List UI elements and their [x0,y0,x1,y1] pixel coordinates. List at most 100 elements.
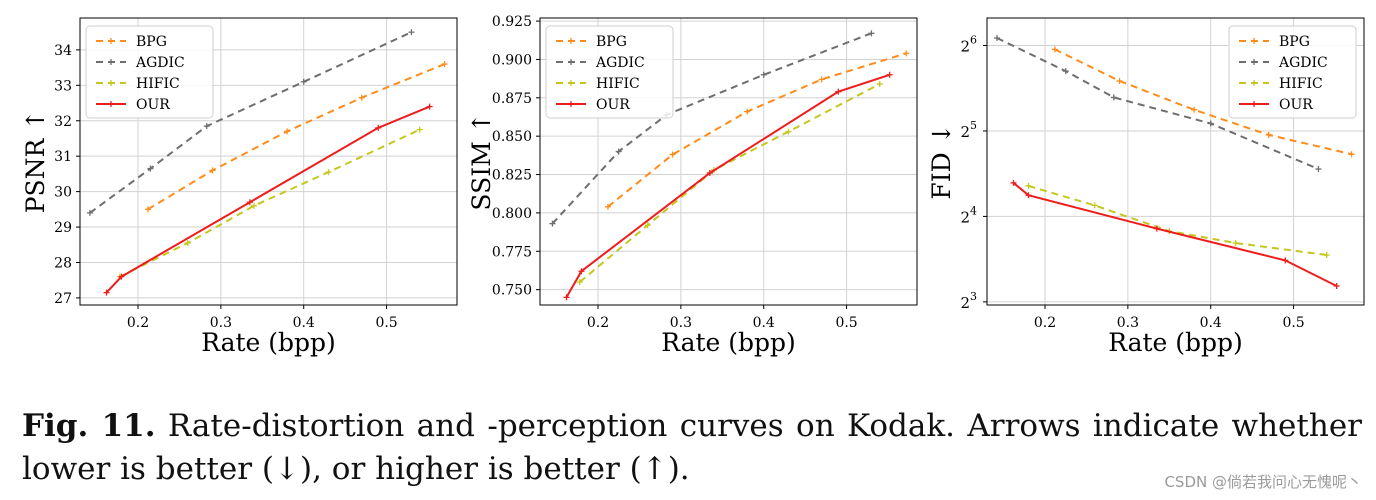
data-point-bpg [441,61,448,68]
y-tick-label: 27 [54,291,72,307]
legend-label-bpg: BPG [1279,34,1310,50]
data-point-bpg [1265,131,1272,138]
data-point-hific [1232,239,1239,246]
y-tick-label: 0.750 [492,283,532,299]
data-point-agdic [1110,94,1117,101]
y-tick-label: 0.775 [492,244,532,260]
data-point-our [246,199,253,206]
y-axis-label: SSIM ↑ [467,112,496,210]
data-point-hific [1025,182,1032,189]
legend-label-bpg: BPG [596,34,627,50]
x-axis-label: Rate (bpp) [661,328,796,357]
data-point-hific [1323,252,1330,259]
legend: BPG AGDIC HIFIC OUR [85,25,214,119]
y-tick-label: 30 [54,185,72,201]
data-point-our [706,170,713,177]
y-tick-label: 0.900 [492,52,532,68]
x-tick-label: 0.3 [210,315,232,331]
legend-label-our: OUR [136,97,170,113]
y-tick-label: 26 [960,34,977,56]
y-tick-label: 33 [54,78,72,94]
data-point-bpg [144,206,151,213]
charts-area: 0.2 0.3 0.4 0.5 27 28 29 30 31 32 33 34 Rate (bpp) PS… [21,14,1365,357]
y-tick-label: 32 [54,114,72,130]
data-point-bpg [358,94,365,101]
data-point-hific [1091,202,1098,209]
chart-ssim: 0.2 0.3 0.4 0.5 0.750 0.775 0.800 0.825 0.850 0.8… [467,14,918,357]
y-tick-label: 0.850 [492,129,532,145]
data-point-hific [576,278,583,285]
data-point-our [103,289,110,296]
data-point-agdic [1315,166,1322,173]
y-tick-label: 28 [54,255,72,271]
y-tick-label: 34 [54,43,72,59]
data-point-agdic [300,78,307,85]
legend-label-bpg: BPG [136,34,167,50]
x-tick-label: 0.4 [293,315,315,331]
x-tick-label: 0.5 [1282,315,1304,331]
y-axis-label: PSNR ↑ [21,110,50,214]
data-point-bpg [818,76,825,83]
data-point-bpg [1191,106,1198,113]
x-tick-label: 0.5 [375,315,397,331]
y-tick-label: 24 [960,204,977,226]
data-point-hific [251,202,257,209]
series-line-hific [1028,184,1327,256]
data-point-our [578,268,585,275]
y-tick-label: 0.800 [492,206,532,222]
y-tick-label: 25 [960,119,977,141]
chart-fid: 0.2 0.3 0.4 0.5 23 24 25 26 Rate (bpp) FID ↓ BPG AG… [927,17,1365,357]
watermark: CSDN @倘若我问心无愧呢丶 [1164,473,1362,491]
x-tick-label: 0.2 [1034,315,1056,331]
caption-text: Rate-distortion and -perception curves o… [22,408,1362,487]
y-tick-label: 0.925 [492,14,532,30]
x-tick-label: 0.3 [670,315,692,331]
legend-box [85,25,214,119]
data-point-hific [785,128,792,135]
series-line-our [105,105,431,294]
chart-psnr: 0.2 0.3 0.4 0.5 27 28 29 30 31 32 33 34 Rate (bpp) PS… [21,17,458,357]
legend-label-agdic: AGDIC [135,55,185,71]
legend-label-agdic: AGDIC [595,55,645,71]
data-point-bpg [209,167,216,174]
data-point-bpg [1348,151,1355,158]
plot-frame [79,17,458,306]
y-tick-label: 23 [960,290,977,312]
figure-caption: Fig. 11. Rate-distortion and -perception… [22,405,1362,491]
data-point-agdic [203,123,210,130]
data-point-bpg [284,128,291,135]
data-point-our [375,124,382,131]
legend-label-hific: HIFIC [596,76,640,92]
caption-label: Fig. 11. [22,408,156,444]
data-point-bpg [1051,46,1058,53]
legend: BPG AGDIC HIFIC OUR [545,25,674,119]
data-point-bpg [744,108,751,115]
legend-label-our: OUR [596,97,630,113]
data-point-our [1282,257,1289,264]
data-point-our [886,71,893,78]
legend-label-hific: HIFIC [1279,76,1323,92]
data-point-agdic [615,148,622,155]
x-tick-label: 0.2 [127,315,149,331]
data-point-agdic [408,29,415,36]
legend-label-hific: HIFIC [136,76,180,92]
legend: BPG AGDIC HIFIC OUR [1228,25,1357,119]
x-tick-label: 0.3 [1117,315,1139,331]
data-point-agdic [1207,120,1214,127]
data-point-bpg [903,50,910,57]
data-point-agdic [147,165,154,172]
data-point-hific [644,222,651,229]
series-line-agdic [996,37,1319,170]
data-point-agdic [549,220,556,227]
data-point-hific [184,239,191,246]
legend-box [545,25,674,119]
data-point-our [1025,192,1032,199]
data-point-agdic [868,30,875,37]
data-point-agdic [86,209,93,216]
data-point-our [835,88,842,95]
x-tick-label: 0.5 [835,315,857,331]
series-line-hific [119,128,421,278]
data-point-our [1333,282,1340,289]
data-point-bpg [604,203,611,210]
data-point-bpg [669,151,676,158]
